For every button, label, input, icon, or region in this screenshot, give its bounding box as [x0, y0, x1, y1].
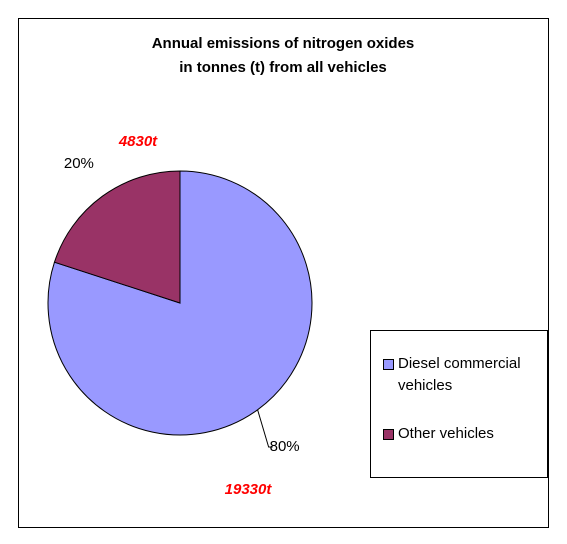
value-label: 20%: [64, 155, 94, 172]
annotation: 19330t: [225, 481, 273, 498]
legend-entry: Other vehicles: [383, 423, 543, 445]
legend-entry: Diesel commercial vehicles: [383, 353, 543, 397]
chart-title: Annual emissions of nitrogen oxides: [152, 35, 415, 52]
legend-label: Other vehicles: [398, 425, 494, 442]
leader-line: [257, 409, 273, 448]
value-label: 80%: [270, 438, 300, 455]
chart-title: in tonnes (t) from all vehicles: [179, 59, 387, 76]
legend-swatch: [383, 429, 394, 440]
pie-slice: [53, 170, 181, 304]
annotation: 4830t: [118, 133, 158, 150]
legend: Diesel commercial vehicles Other vehicles: [370, 330, 548, 478]
legend-swatch: [383, 359, 394, 370]
legend-label: Diesel commercial vehicles: [398, 355, 521, 394]
